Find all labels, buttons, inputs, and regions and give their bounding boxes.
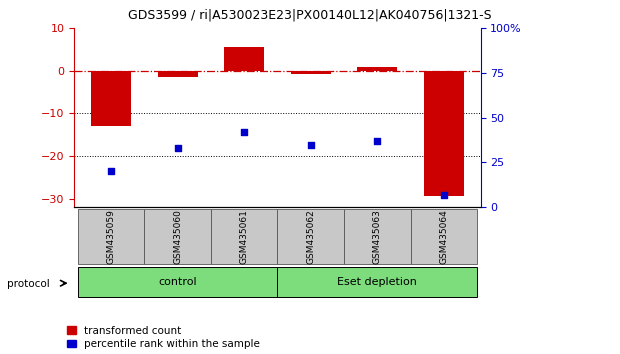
Point (172, 145, 182, 151)
Bar (78, 209, 144, 264)
Bar (211, 209, 278, 264)
Bar (291, 71, 330, 74)
Text: GSM435060: GSM435060 (173, 209, 182, 264)
Bar (357, 68, 397, 71)
Bar (78, 267, 278, 297)
Bar (410, 209, 477, 264)
Text: GSM435064: GSM435064 (440, 209, 448, 264)
Bar (224, 47, 264, 71)
Text: GSM435062: GSM435062 (306, 209, 315, 264)
Bar (91, 71, 131, 126)
Bar (278, 267, 477, 297)
Text: GSM435061: GSM435061 (240, 209, 249, 264)
Bar (278, 209, 344, 264)
Text: Eset depletion: Eset depletion (337, 277, 417, 287)
Legend: transformed count, percentile rank within the sample: transformed count, percentile rank withi… (67, 326, 260, 349)
Point (239, 129, 249, 135)
Bar (344, 209, 410, 264)
Text: GSM435059: GSM435059 (107, 209, 115, 264)
Text: GDS3599 / ri|A530023E23|PX00140L12|AK040756|1321-S: GDS3599 / ri|A530023E23|PX00140L12|AK040… (128, 9, 492, 22)
Bar (424, 71, 464, 196)
Text: protocol: protocol (7, 279, 50, 289)
Text: GSM435063: GSM435063 (373, 209, 382, 264)
Point (439, 192, 449, 198)
Point (373, 138, 383, 144)
Bar (144, 209, 211, 264)
Text: control: control (158, 277, 197, 287)
Bar (157, 71, 198, 77)
Point (306, 142, 316, 147)
Point (106, 169, 116, 174)
